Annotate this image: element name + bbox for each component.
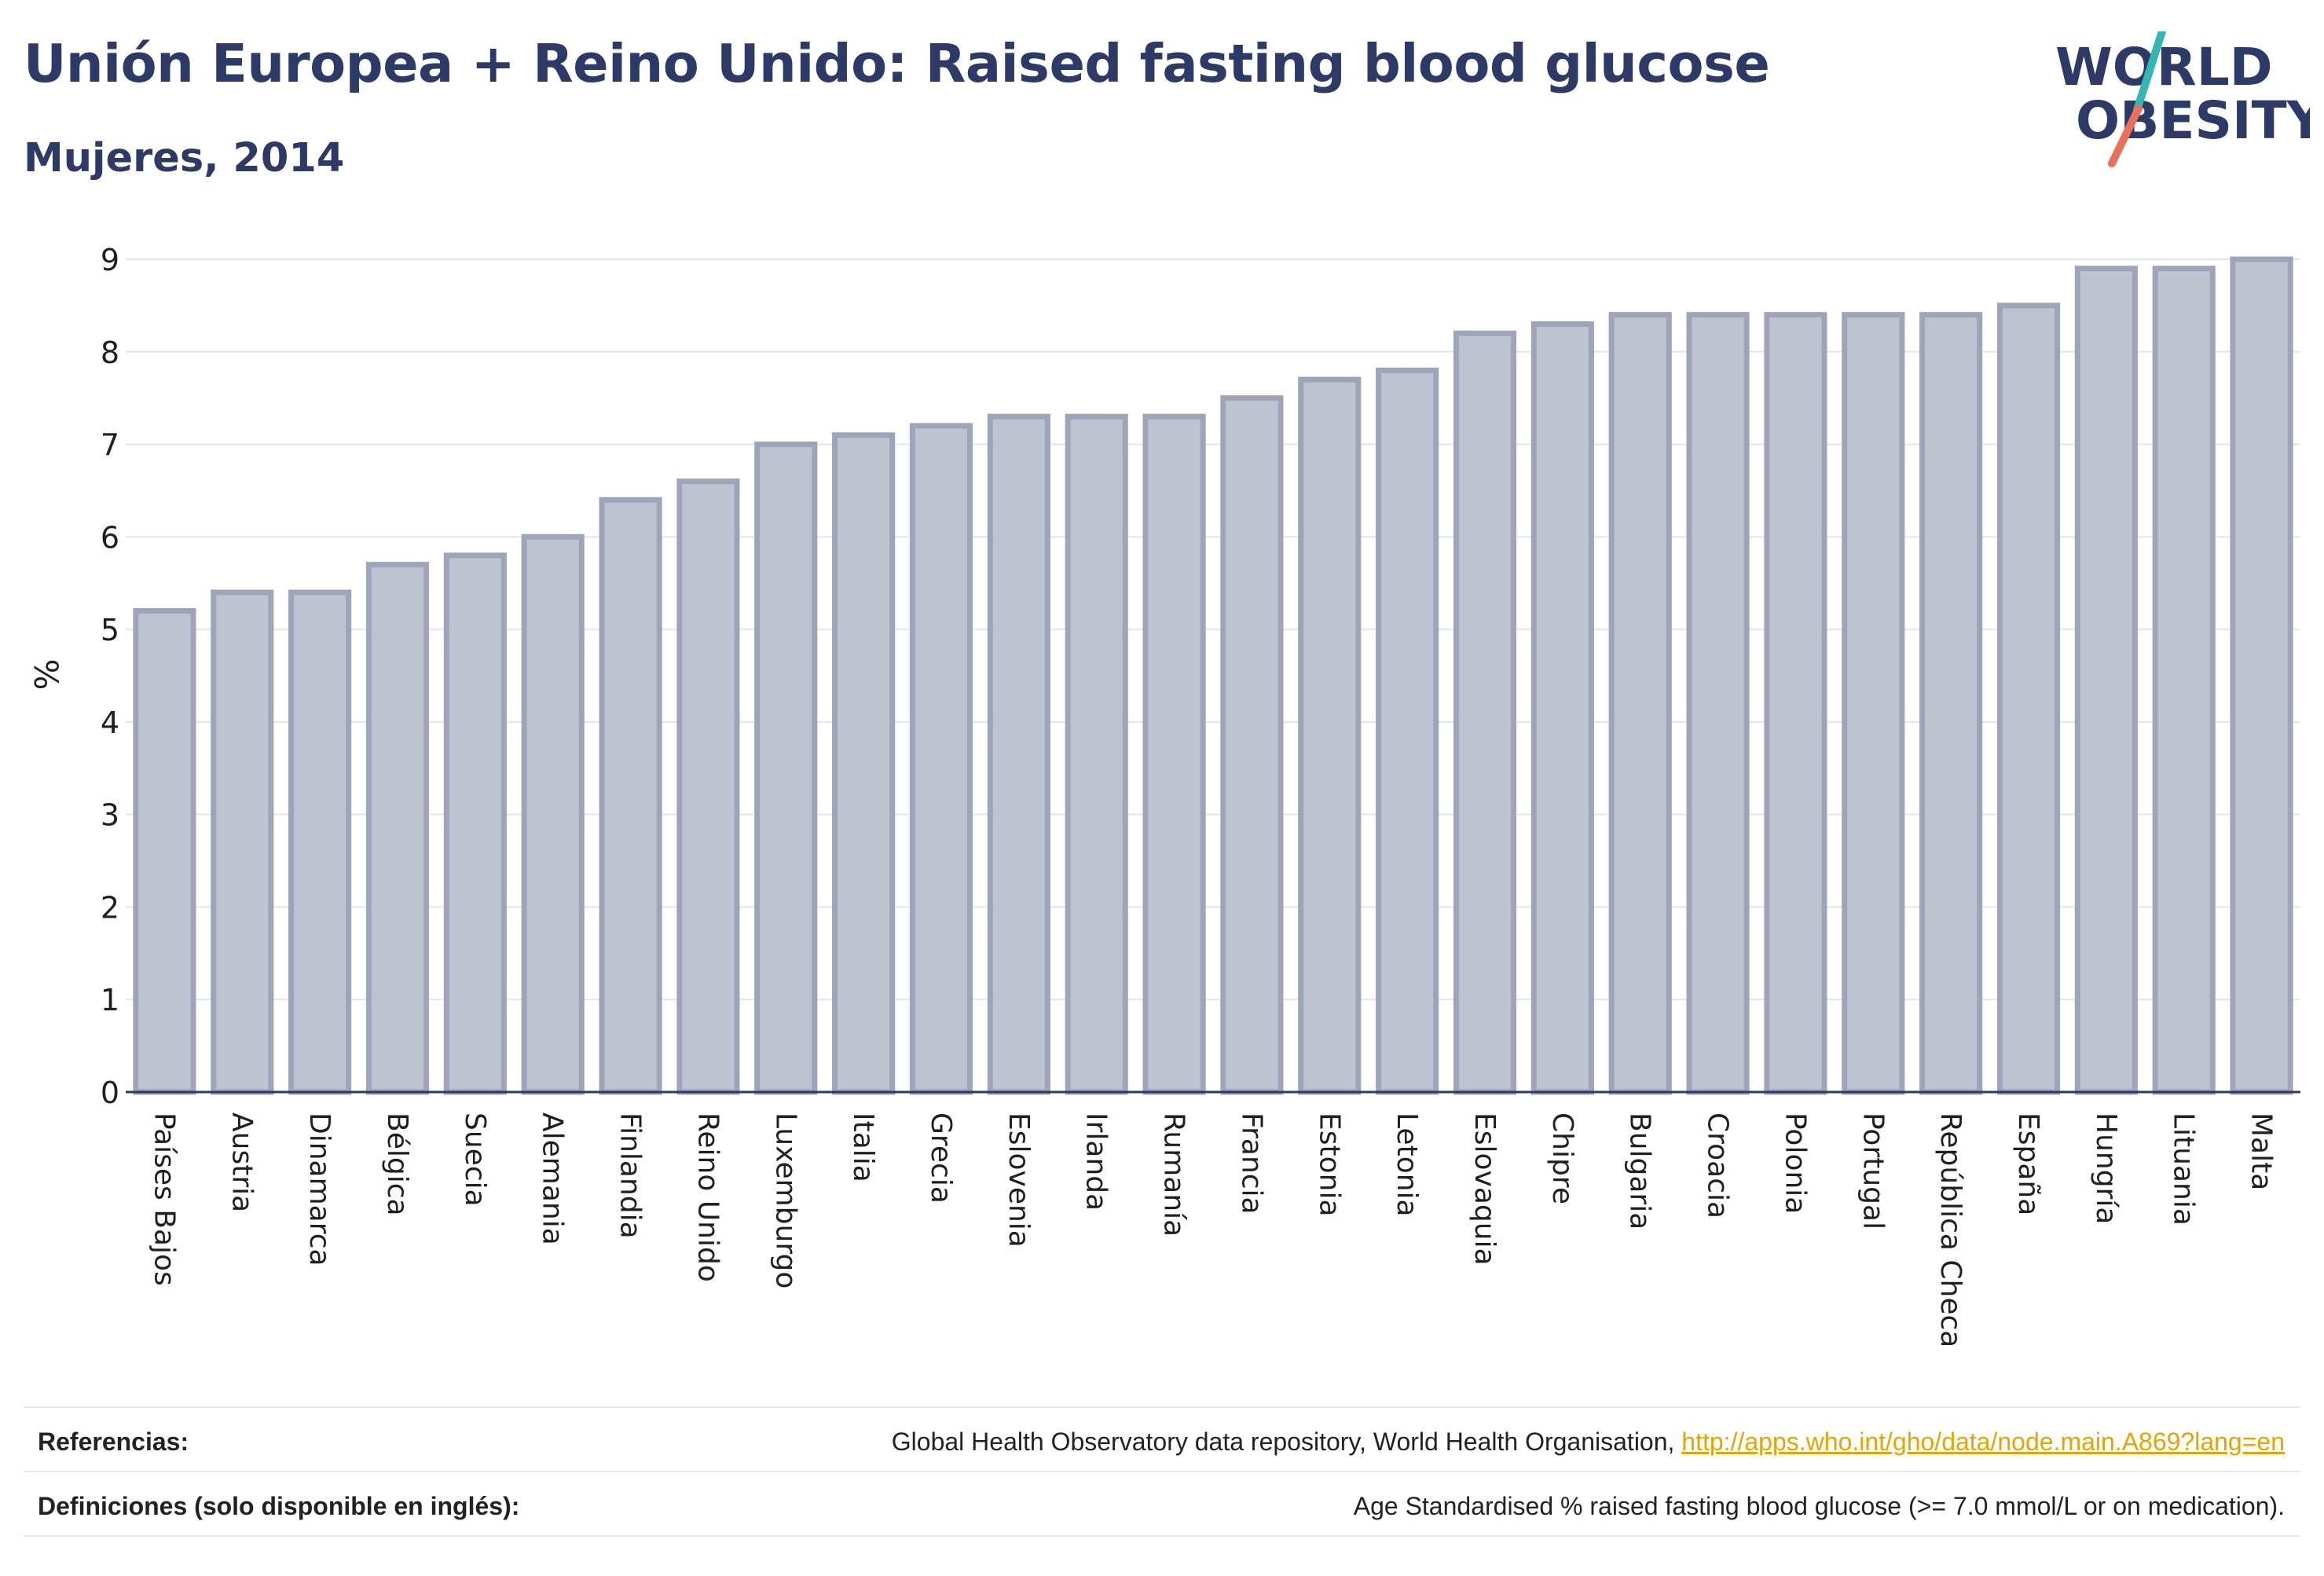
- bar: [754, 442, 818, 1095]
- x-tick-label: Dinamarca: [303, 1112, 335, 1266]
- logo-slash-coral: [2108, 104, 2143, 167]
- y-tick-label: 2: [101, 890, 119, 925]
- logo-word-obesity: OBESITY: [2076, 90, 2310, 151]
- y-tick-label: 4: [101, 706, 119, 740]
- y-tick-label: 7: [101, 428, 119, 463]
- bar: [1142, 413, 1206, 1095]
- x-tick-label: Croacia: [1702, 1112, 1734, 1219]
- y-tick-label: 5: [101, 613, 119, 647]
- bar: [1919, 312, 1983, 1095]
- logo-slash-teal: [2133, 31, 2166, 114]
- x-tick-label: Eslovenia: [1003, 1112, 1035, 1248]
- x-tick-label: España: [2012, 1112, 2044, 1215]
- x-tick-label: Francia: [1235, 1112, 1267, 1215]
- logo-word-world: WORLD: [2055, 37, 2273, 97]
- bar-chart: 0 1 2 3 4 5 6 7 8 9 Países Bajos Austria Dinamarca Bé…: [101, 243, 2300, 1347]
- bar: [443, 552, 507, 1095]
- bar: [987, 413, 1050, 1095]
- bar: [288, 589, 352, 1095]
- bar: [1996, 302, 2061, 1095]
- x-tick-label: Rumanía: [1158, 1112, 1190, 1237]
- footer-divider-middle: [24, 1471, 2300, 1472]
- footer-definitions-row: Definiciones (solo disponible en inglés)…: [24, 1475, 2300, 1538]
- x-tick-label: Polonia: [1779, 1112, 1811, 1214]
- bar: [1220, 395, 1284, 1095]
- bar: [365, 562, 430, 1095]
- x-tick-label: Letonia: [1391, 1112, 1423, 1217]
- x-tick-label: Italia: [847, 1112, 879, 1182]
- references-link[interactable]: http://apps.who.int/gho/data/node.main.A…: [1681, 1427, 2285, 1456]
- references-text: Global Health Observatory data repositor…: [891, 1427, 1682, 1456]
- x-tick-label: Chipre: [1546, 1112, 1578, 1204]
- footer-divider-bottom: [24, 1535, 2300, 1537]
- bar: [1764, 312, 1827, 1095]
- y-tick-label: 6: [101, 520, 119, 555]
- x-tick-label: Hungría: [2090, 1112, 2122, 1224]
- footer-divider-top: [24, 1406, 2300, 1408]
- bar: [1530, 321, 1594, 1095]
- bar: [521, 533, 585, 1095]
- bar: [2152, 266, 2216, 1095]
- x-tick-label: Malta: [2245, 1112, 2278, 1190]
- world-obesity-logo: WORLD OBESITY: [2055, 31, 2310, 167]
- bar: [133, 608, 196, 1095]
- x-tick-label: Estonia: [1313, 1112, 1345, 1217]
- bar: [1065, 413, 1128, 1095]
- chart-title: Unión Europea + Reino Unido: Raised fast…: [24, 33, 1770, 94]
- definitions-text: Age Standardised % raised fasting blood …: [1353, 1491, 2285, 1520]
- bar: [1453, 330, 1517, 1095]
- chart-subtitle: Mujeres, 2014: [24, 135, 345, 181]
- y-tick-label: 8: [101, 335, 119, 370]
- bar: [1376, 367, 1439, 1095]
- definitions-label: Definiciones (solo disponible en inglés)…: [38, 1491, 520, 1520]
- x-tick-label: Grecia: [925, 1112, 957, 1204]
- x-tick-label: Luxemburgo: [769, 1112, 801, 1288]
- footer-references-row: Referencias: Global Health Observatory d…: [24, 1410, 2300, 1473]
- y-tick-label: 0: [101, 1076, 119, 1110]
- bar: [599, 497, 662, 1095]
- x-tick-label: Países Bajos: [148, 1112, 180, 1286]
- x-tick-label: Suecia: [459, 1112, 491, 1207]
- bar: [1608, 312, 1672, 1095]
- bar: [909, 423, 973, 1095]
- bar: [676, 478, 740, 1095]
- x-tick-label: Lituania: [2168, 1112, 2200, 1226]
- x-tick-label: Reino Unido: [691, 1112, 724, 1282]
- y-tick-label: 9: [101, 243, 119, 277]
- x-tick-label: Eslovaquia: [1468, 1112, 1501, 1266]
- bar: [832, 432, 896, 1095]
- y-tick-label: 3: [101, 798, 119, 833]
- bar: [1298, 376, 1362, 1095]
- x-tick-label: República Checa: [1934, 1112, 1967, 1347]
- bar: [211, 589, 274, 1095]
- x-tick-label: Alemania: [537, 1112, 569, 1245]
- bar: [1686, 312, 1750, 1095]
- y-tick-label: 1: [101, 983, 119, 1017]
- bar: [2074, 266, 2138, 1095]
- references-label: Referencias:: [38, 1427, 189, 1456]
- x-tick-label: Finlandia: [614, 1112, 647, 1239]
- x-tick-label: Austria: [225, 1112, 258, 1212]
- bar: [2230, 256, 2293, 1095]
- x-tick-label: Irlanda: [1080, 1112, 1113, 1211]
- bar: [1842, 312, 1905, 1095]
- x-tick-label: Bélgica: [381, 1112, 413, 1216]
- x-tick-label: Bulgaria: [1624, 1112, 1656, 1230]
- references-value: Global Health Observatory data repositor…: [892, 1428, 2300, 1457]
- x-tick-label: Portugal: [1857, 1112, 1889, 1230]
